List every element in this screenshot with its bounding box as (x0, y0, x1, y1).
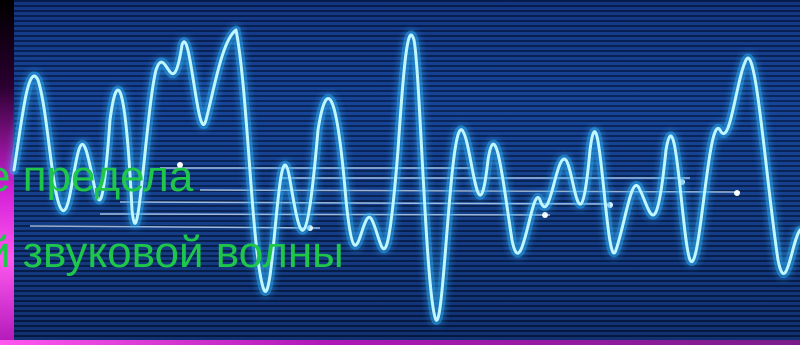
caption-line-2: й звуковой волны (0, 228, 344, 277)
caption-line-1: е предела (0, 152, 194, 201)
waveform (9, 25, 800, 325)
bottom-edge-gradient (0, 340, 800, 345)
left-edge-gradient (0, 0, 14, 345)
